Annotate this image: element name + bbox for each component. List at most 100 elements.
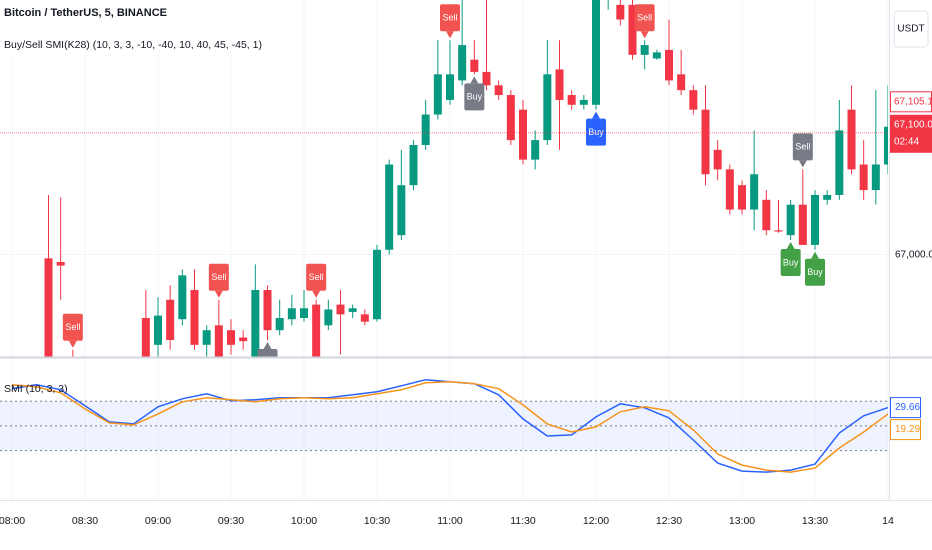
- x-tick-label: 08:00: [0, 515, 25, 527]
- candle-body: [239, 337, 248, 342]
- x-tick-label: 09:30: [218, 515, 244, 527]
- signal-text: Buy: [260, 357, 276, 367]
- candle-body: [190, 289, 199, 345]
- value-label: 19.29: [895, 424, 920, 435]
- signal-box: [634, 4, 655, 32]
- last-price-label: 67,100.00: [894, 119, 932, 130]
- candle-body: [847, 109, 856, 170]
- marker-label: 67,105.11: [894, 96, 932, 107]
- currency-box[interactable]: [893, 10, 929, 48]
- currency[interactable]: USDT: [897, 24, 924, 35]
- candle-body: [762, 199, 771, 231]
- candle-body: [470, 59, 479, 72]
- signal-pointer: [312, 290, 321, 298]
- x-tick-label: 10:30: [364, 515, 390, 527]
- signal-box: [306, 263, 327, 291]
- candle-body: [652, 52, 661, 59]
- signal-pointer: [263, 341, 272, 349]
- candle-body: [579, 99, 588, 105]
- candle-body: [811, 194, 819, 245]
- signal-label: Sell: [792, 133, 813, 168]
- candle-body: [725, 169, 734, 210]
- signal-box: [208, 263, 229, 291]
- signal-pointer: [446, 31, 454, 39]
- signal-label: Buy: [805, 251, 825, 286]
- candle-body: [458, 45, 467, 81]
- candle-body: [665, 49, 673, 81]
- signal-label: Buy: [586, 111, 606, 146]
- signal-pointer: [811, 251, 819, 259]
- candle-body: [312, 304, 321, 357]
- candle-body: [202, 330, 211, 345]
- candle-body: [348, 308, 357, 312]
- chart-title: Bitcoin / TetherUS, 5, BINANCE: [4, 7, 167, 19]
- candle-body: [701, 109, 710, 175]
- candle-body: [677, 74, 686, 91]
- axes: 08:00 08:30 09:00 09:30 10:00 10:30 11:00 11:30…: [0, 91, 932, 527]
- candle-body: [421, 114, 430, 145]
- value-box: [890, 397, 921, 419]
- signal-label: Sell: [62, 313, 83, 348]
- candle-body: [336, 304, 345, 315]
- signal-text: Sell: [211, 272, 226, 282]
- value-box: [890, 419, 921, 441]
- candle-body: [859, 164, 868, 191]
- candle-body: [44, 258, 53, 357]
- candle-body: [543, 74, 552, 141]
- signal-label: Sell: [306, 263, 327, 298]
- signal-label: Sell: [440, 4, 460, 39]
- candle-body: [750, 174, 759, 210]
- candle-body: [409, 144, 418, 186]
- x-tick-label: 08:30: [72, 515, 98, 527]
- signal-pointer: [798, 160, 807, 168]
- value-label: 29.66: [895, 402, 920, 413]
- signal-text: Sell: [795, 142, 810, 152]
- last-price-box: [890, 114, 932, 153]
- candle-body: [786, 204, 795, 236]
- y-tick-label: 67,000.00: [895, 249, 932, 260]
- candle-body: [640, 45, 649, 55]
- signal-pointer: [592, 111, 600, 119]
- candle-body: [738, 185, 746, 210]
- candle-body: [166, 299, 175, 340]
- signal-text: Sell: [442, 13, 457, 23]
- x-tick-label: 13:00: [729, 515, 755, 527]
- signal-label: Sell: [634, 4, 655, 39]
- candle-body: [263, 289, 272, 331]
- x-tick-label: 12:30: [656, 515, 682, 527]
- candle-body: [324, 309, 333, 326]
- signal-label: Buy: [257, 341, 278, 367]
- candle-body: [871, 164, 880, 191]
- candle-body: [531, 140, 540, 160]
- smi-panel: [0, 378, 888, 473]
- candle-body: [154, 315, 162, 345]
- signal-label: Buy: [464, 76, 485, 111]
- signal-box: [780, 249, 801, 277]
- candle-body: [506, 95, 515, 141]
- signal-pointer: [214, 290, 223, 298]
- signal-text: Sell: [65, 322, 80, 332]
- signal-label: Sell: [208, 263, 229, 298]
- signal-box: [792, 133, 813, 161]
- signal-pointer: [640, 31, 649, 39]
- candle-body: [373, 249, 381, 320]
- candle-body: [56, 261, 65, 266]
- candle-body: [433, 74, 442, 115]
- x-tick-label: 14: [882, 515, 894, 527]
- signal-pointer: [470, 76, 479, 84]
- candle-body: [275, 318, 284, 331]
- signal-box: [464, 83, 485, 111]
- countdown-label: 02:44: [894, 136, 919, 147]
- candle-body: [385, 164, 394, 250]
- candle-body: [555, 69, 564, 100]
- signal-text: Buy: [783, 257, 799, 267]
- candle-body: [884, 126, 888, 165]
- signal-text: Sell: [309, 272, 324, 282]
- smi-band: [0, 401, 888, 451]
- candle-body: [567, 95, 576, 105]
- indicator-title: Buy/Sell SMI(K28) (10, 3, 3, -10, -40, 1…: [4, 39, 262, 51]
- candle-body: [300, 308, 308, 319]
- signal-box: [586, 118, 606, 146]
